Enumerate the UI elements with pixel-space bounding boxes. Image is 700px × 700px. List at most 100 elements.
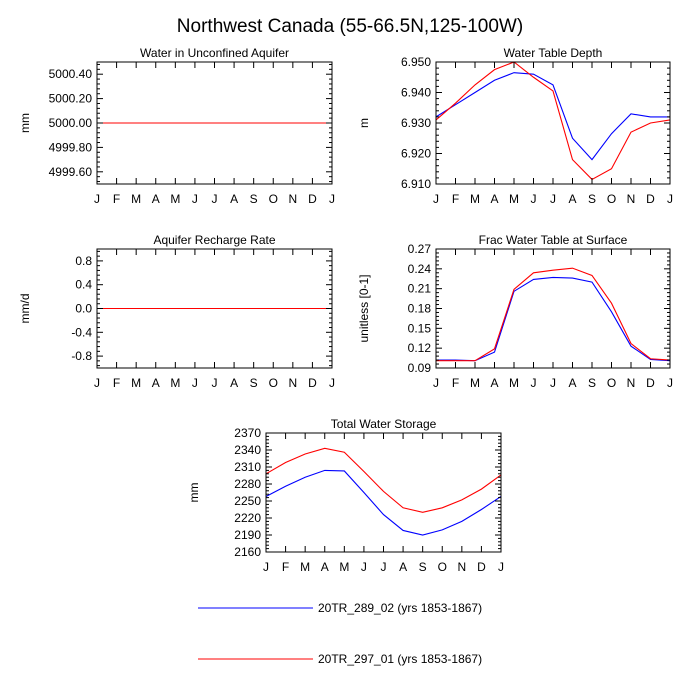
legend: 20TR_289_02 (yrs 1853-1867) 20TR_297_01 (… [198, 601, 482, 666]
x-tick-label: J [550, 376, 556, 390]
y-tick-label: 0.21 [408, 282, 432, 296]
y-tick-label: 2190 [234, 528, 261, 542]
y-tick-label: 2340 [234, 443, 261, 457]
x-tick-label: J [212, 376, 218, 390]
series-line-2 [265, 447, 502, 513]
x-tick-label: J [94, 376, 100, 390]
x-tick-label: S [250, 192, 258, 206]
y-tick-label: 6.940 [401, 86, 431, 100]
x-tick-label: S [250, 376, 258, 390]
chart-frac-water-table-at-surface: Frac Water Table at Surface unitless [0-1… [357, 233, 673, 390]
x-tick-label: A [152, 192, 160, 206]
x-tick-label: O [607, 192, 616, 206]
x-tick-label: O [438, 560, 447, 574]
y-tick-label: 0.4 [75, 278, 92, 292]
x-tick-label: J [531, 376, 537, 390]
x-tick-label: A [230, 376, 238, 390]
y-tick-label: 5000.40 [49, 67, 93, 81]
x-tick-label: A [321, 560, 329, 574]
series-line-1 [436, 276, 671, 362]
y-tick-label: 2160 [234, 545, 261, 559]
x-tick-label: F [282, 560, 289, 574]
x-tick-label: N [457, 560, 466, 574]
x-tick-label: J [94, 192, 100, 206]
x-tick-label: M [131, 192, 141, 206]
y-tick-label: 2370 [234, 426, 261, 440]
legend-item-1: 20TR_289_02 (yrs 1853-1867) [198, 601, 482, 615]
x-tick-label: J [550, 192, 556, 206]
x-tick-label: J [433, 376, 439, 390]
plot-frame [265, 432, 502, 553]
y-tick-label: 0.8 [75, 254, 92, 268]
y-tick-label: 0.24 [408, 262, 432, 276]
x-tick-label: F [113, 376, 120, 390]
series-line-1 [435, 72, 670, 161]
y-tick-label: 2280 [234, 477, 261, 491]
x-tick-label: J [361, 560, 367, 574]
y-axis-label: m [357, 118, 371, 128]
chart-title: Water in Unconfined Aquifer [140, 46, 289, 60]
x-tick-label: N [288, 192, 297, 206]
x-tick-label: A [490, 376, 498, 390]
y-axis-label: unitless [0-1] [357, 274, 371, 342]
x-tick-label: O [269, 376, 278, 390]
x-tick-label: J [263, 560, 269, 574]
y-tick-label: 2310 [234, 460, 261, 474]
x-tick-label: N [627, 376, 636, 390]
x-tick-label: M [170, 376, 180, 390]
x-tick-label: M [131, 376, 141, 390]
plot-frame [435, 61, 671, 185]
y-tick-label: 2220 [234, 511, 261, 525]
x-tick-label: J [433, 192, 439, 206]
legend-item-2: 20TR_297_01 (yrs 1853-1867) [198, 652, 482, 666]
x-tick-label: M [509, 192, 519, 206]
x-tick-label: D [646, 376, 655, 390]
x-tick-label: A [230, 192, 238, 206]
y-axis-label: mm [18, 113, 32, 133]
x-tick-label: J [667, 192, 673, 206]
x-tick-label: J [192, 376, 198, 390]
y-tick-label: -0.8 [71, 349, 92, 363]
x-tick-label: A [399, 560, 407, 574]
plot-frame [435, 248, 671, 369]
y-tick-label: 4999.60 [49, 165, 93, 179]
y-tick-label: 0.27 [408, 242, 432, 256]
x-tick-label: D [308, 376, 317, 390]
x-tick-label: J [531, 192, 537, 206]
y-tick-label: 0.12 [408, 341, 432, 355]
y-tick-label: 6.910 [401, 177, 431, 191]
x-tick-label: M [300, 560, 310, 574]
y-tick-label: 6.950 [401, 55, 431, 69]
y-tick-label: -0.4 [71, 325, 92, 339]
x-tick-label: D [646, 192, 655, 206]
x-tick-label: J [212, 192, 218, 206]
y-tick-label: 0.15 [408, 321, 432, 335]
y-tick-label: 0.0 [75, 302, 92, 316]
y-axis-label: mm [187, 483, 201, 503]
x-tick-label: D [308, 192, 317, 206]
x-tick-label: A [568, 376, 576, 390]
x-tick-label: N [288, 376, 297, 390]
x-tick-label: F [452, 192, 459, 206]
y-tick-label: 6.920 [401, 147, 431, 161]
x-tick-label: F [113, 192, 120, 206]
x-tick-label: O [607, 376, 616, 390]
chart-title: Water Table Depth [504, 46, 603, 60]
x-tick-label: M [509, 376, 519, 390]
legend-label: 20TR_297_01 (yrs 1853-1867) [318, 652, 482, 666]
x-tick-label: M [470, 376, 480, 390]
legend-label: 20TR_289_02 (yrs 1853-1867) [318, 601, 482, 615]
y-tick-label: 6.930 [401, 116, 431, 130]
x-tick-label: M [339, 560, 349, 574]
series-line-2 [436, 267, 671, 362]
y-tick-label: 0.18 [408, 302, 432, 316]
figure-title: Northwest Canada (55-66.5N,125-100W) [177, 16, 523, 37]
x-tick-label: M [170, 192, 180, 206]
y-tick-label: 0.09 [408, 361, 432, 375]
x-tick-label: N [627, 192, 636, 206]
